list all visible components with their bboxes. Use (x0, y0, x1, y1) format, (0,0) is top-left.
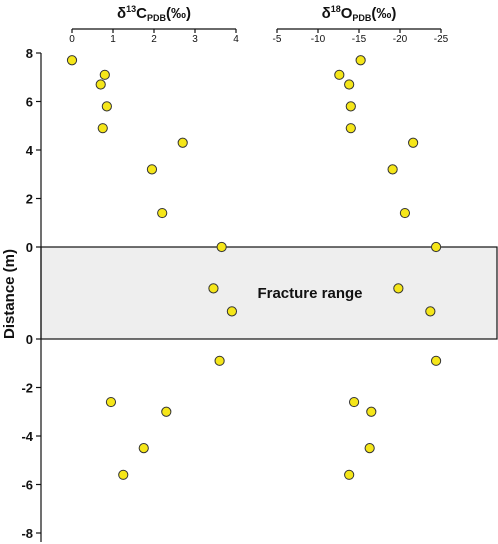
y-tick-label: -6 (21, 478, 33, 493)
y-tick-label: -8 (21, 526, 33, 541)
x-tick-label: -10 (311, 34, 326, 45)
x-tick-label: 4 (233, 34, 239, 45)
data-points-layer (66, 55, 442, 480)
data-point (355, 55, 366, 66)
data-point (345, 123, 356, 134)
data-point (118, 469, 129, 480)
x-tick-label: 3 (192, 34, 198, 45)
data-point (344, 469, 355, 480)
title-part: δ (117, 5, 126, 22)
x-tick-label: 2 (151, 34, 157, 45)
x-axis-title-panel-1: δ13CPDB(‰) (117, 4, 191, 23)
x-tick-label: -15 (352, 34, 367, 45)
data-point (138, 443, 149, 454)
data-point (364, 443, 375, 454)
title-part: (‰) (166, 5, 191, 22)
title-part: (‰) (371, 5, 396, 22)
x-axis-title-panel-2: δ18OPDB(‰) (322, 4, 397, 23)
data-point (208, 283, 219, 294)
data-point (101, 101, 112, 112)
x-tick-label: 1 (110, 34, 116, 45)
data-point (146, 164, 158, 175)
y-tick-label: -4 (21, 429, 33, 444)
y-tick-label: 6 (26, 95, 33, 110)
data-point (399, 207, 411, 219)
data-point (66, 55, 78, 66)
fracture-band (40, 246, 498, 340)
data-point (216, 241, 227, 253)
x-tick-label: 0 (69, 34, 75, 45)
title-part: PDB (352, 13, 372, 23)
y-tick-label: 2 (26, 192, 33, 207)
data-point (430, 241, 442, 253)
x-tick-label: -20 (393, 34, 408, 45)
title-part: PDB (147, 13, 167, 23)
data-point (177, 137, 188, 148)
fracture-band-layer (40, 246, 498, 340)
title-part: δ (322, 5, 331, 22)
data-point (97, 123, 108, 134)
data-point (430, 355, 442, 366)
x-tick-label: -5 (273, 34, 282, 45)
title-part: C (136, 5, 147, 22)
title-part: O (341, 5, 353, 22)
y-tick-label: 0 (26, 332, 33, 347)
y-axis-title: Distance (m) (1, 249, 18, 339)
data-point (345, 101, 356, 112)
fracture-range-label: Fracture range (257, 285, 362, 302)
data-point (393, 283, 404, 294)
data-point (105, 396, 117, 408)
data-point (214, 355, 225, 366)
y-tick-label: 0 (26, 240, 33, 255)
data-point (348, 396, 360, 408)
title-part: 18 (331, 4, 341, 14)
data-point (387, 164, 398, 175)
data-point (344, 79, 355, 90)
data-point (95, 79, 106, 90)
data-point (408, 137, 419, 148)
y-tick-label: 8 (26, 46, 33, 61)
y-tick-label: 4 (26, 143, 34, 158)
data-point (157, 207, 168, 219)
y-tick-label: -2 (21, 381, 33, 396)
data-point (366, 406, 377, 417)
data-point (161, 406, 172, 417)
x-tick-label: -25 (434, 34, 449, 45)
data-point (425, 306, 436, 317)
title-part: 13 (126, 4, 136, 14)
data-point (334, 69, 345, 80)
data-point (226, 306, 237, 317)
data-point (99, 69, 110, 80)
